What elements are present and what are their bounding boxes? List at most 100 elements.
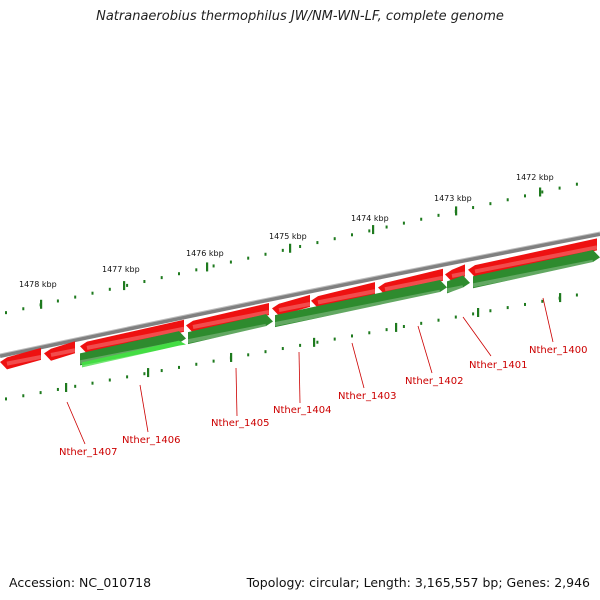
inner-major-tick	[395, 322, 398, 332]
scale-tick	[524, 194, 526, 198]
reverse-gene	[447, 275, 470, 294]
scale-tick	[506, 198, 509, 202]
forward-gene-shade	[86, 326, 185, 350]
scale-tick	[333, 237, 336, 241]
gene-labels: Nther_1400 Nther_1401 Nther_1402 Nther_1…	[59, 345, 587, 458]
inner-scale-tick	[575, 293, 578, 297]
reverse-gene	[275, 280, 447, 328]
gene-label: Nther_1407	[59, 447, 117, 458]
inner-scale-tick	[143, 372, 146, 376]
reverse-strand-genes	[79, 250, 600, 368]
scale-tick	[385, 225, 388, 229]
forward-gene	[311, 282, 375, 309]
inner-scale-tick	[212, 359, 215, 363]
forward-gene-shade	[6, 354, 42, 366]
scale-tick	[299, 244, 302, 248]
inner-scale-tick	[74, 384, 77, 388]
leader-line	[351, 342, 365, 389]
inner-scale-tick	[195, 362, 198, 366]
inner-scale-tick	[178, 365, 180, 369]
leader-line	[462, 316, 492, 357]
inner-scale-tick	[489, 309, 492, 313]
leader-line	[139, 384, 149, 433]
forward-gene-shade	[474, 245, 598, 274]
forward-gene-shade	[317, 289, 376, 305]
leader-line	[66, 401, 86, 445]
inner-scale-tick	[108, 378, 111, 382]
scale-tick	[316, 241, 319, 245]
forward-gene-shade	[278, 301, 311, 312]
inner-major-tick	[65, 382, 68, 392]
forward-gene	[0, 347, 41, 370]
gene-label: Nther_1406	[122, 435, 180, 446]
reverse-gene	[188, 314, 273, 345]
scale-label: 1477 kbp	[102, 265, 140, 274]
scale-tick	[74, 295, 77, 299]
inner-scale-tick	[160, 369, 163, 373]
reverse-gene-shade	[446, 285, 464, 293]
inner-scale-tick	[281, 347, 284, 351]
scale-tick	[351, 233, 353, 237]
gene-label: Nther_1401	[469, 360, 527, 371]
scale-tick	[264, 252, 267, 256]
map-title: Natranaerobius thermophilus JW/NM-WN-LF,…	[96, 9, 504, 24]
major-scale-tick	[539, 187, 542, 197]
scale-tick	[56, 299, 59, 303]
inner-scale-tick	[126, 375, 129, 379]
scale-label: 1472 kbp	[516, 173, 554, 182]
major-scale-tick	[123, 281, 126, 291]
scale-tick	[108, 287, 111, 291]
forward-gene	[44, 341, 75, 361]
reverse-gene	[80, 331, 186, 366]
inner-scale-tick	[5, 397, 7, 401]
backbone-circle	[0, 232, 600, 358]
inner-scale-tick	[437, 318, 440, 322]
leader-line	[542, 297, 554, 343]
reverse-gene-highlight	[82, 340, 186, 368]
forward-gene	[272, 294, 310, 316]
inner-scale-tick	[541, 299, 544, 303]
scale-tick	[195, 268, 198, 272]
leader-line	[298, 351, 301, 404]
scale-tick	[143, 280, 146, 284]
inner-scale-tick	[56, 387, 59, 391]
inner-scale-tick	[247, 353, 250, 357]
major-scale-tick	[289, 243, 292, 253]
gene-label: Nther_1402	[405, 376, 463, 387]
inner-scale-tick	[299, 343, 302, 347]
scale-tick	[558, 186, 561, 190]
major-scale-tick	[206, 262, 209, 272]
scale-tick	[402, 221, 405, 225]
inner-scale-tick	[368, 331, 371, 335]
inner-scale-tick	[472, 312, 475, 316]
major-scale-tick	[372, 225, 375, 235]
inner-scale-tick	[420, 321, 423, 325]
leader-line	[417, 325, 433, 374]
forward-gene-shade	[451, 271, 466, 278]
scale-tick	[472, 206, 475, 210]
inner-scale-tick	[39, 391, 42, 395]
outer-scale-ticks	[5, 182, 578, 315]
inner-major-tick	[559, 293, 562, 303]
scale-label: 1476 kbp	[186, 249, 224, 258]
accession-text: Accession: NC_010718	[9, 575, 152, 590]
scale-label: 1473 kbp	[434, 194, 472, 203]
reverse-gene-shade	[187, 323, 267, 344]
scale-tick	[489, 202, 492, 206]
scale-tick	[91, 291, 94, 295]
scale-label: 1475 kbp	[269, 232, 307, 241]
scale-tick	[420, 217, 423, 221]
scale-tick	[281, 248, 284, 252]
reverse-gene-highlight-shade	[81, 346, 180, 367]
gene-label: Nther_1400	[529, 345, 587, 356]
scale-tick	[126, 283, 129, 287]
inner-scale-tick	[524, 302, 526, 306]
scale-tick	[368, 229, 371, 233]
scale-tick	[22, 307, 25, 311]
backbone-highlight	[0, 231, 600, 355]
scale-tick	[437, 213, 440, 217]
inner-major-tick	[147, 368, 150, 378]
major-scale-tick	[455, 206, 458, 216]
reverse-gene-shade	[472, 259, 594, 288]
